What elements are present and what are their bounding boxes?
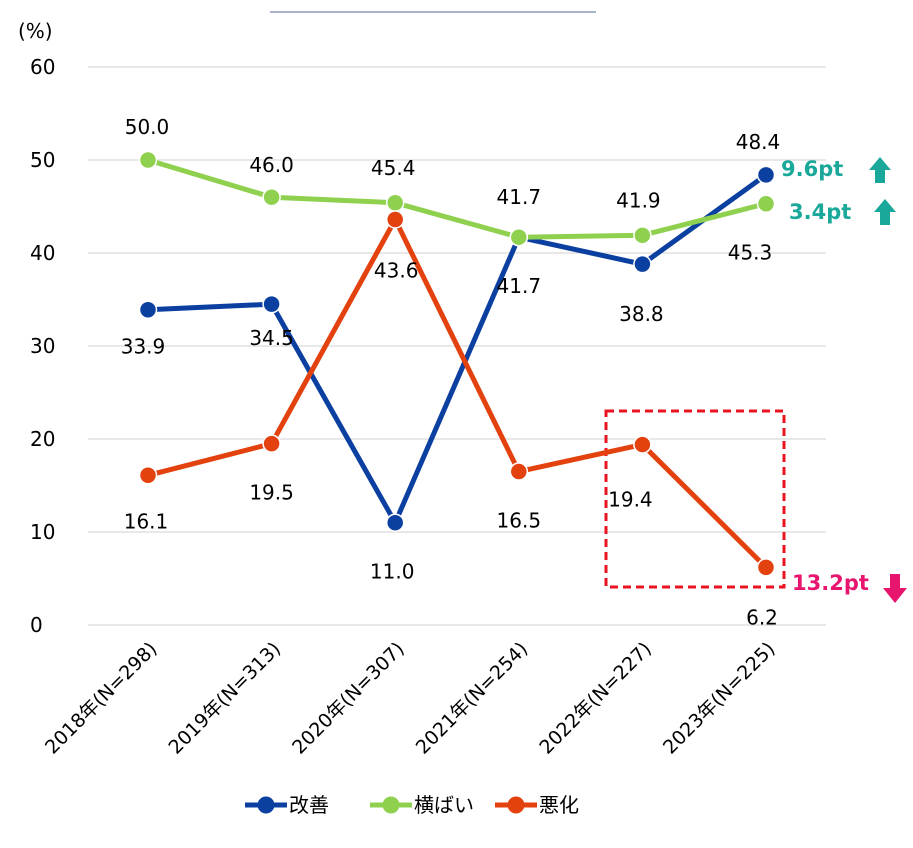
data-point bbox=[756, 558, 776, 577]
data-point bbox=[633, 254, 652, 274]
data-label: 48.4 bbox=[736, 130, 781, 154]
annotation-label: 9.6pt bbox=[781, 157, 843, 181]
data-point bbox=[509, 227, 529, 247]
data-point bbox=[756, 194, 776, 213]
data-point bbox=[262, 294, 281, 314]
data-label: 41.9 bbox=[616, 188, 661, 212]
annotations: 9.6pt 3.4pt 13.2pt bbox=[781, 157, 907, 603]
legend-label: 横ばい bbox=[414, 793, 474, 817]
data-label: 19.4 bbox=[608, 488, 653, 512]
data-point bbox=[262, 187, 281, 207]
data-point bbox=[138, 466, 158, 485]
legend-marker bbox=[507, 796, 525, 814]
y-axis-label: (%) bbox=[18, 19, 53, 43]
arrow-up-icon bbox=[874, 199, 896, 225]
data-label: 43.6 bbox=[374, 259, 419, 283]
data-label: 45.3 bbox=[728, 241, 773, 265]
data-label: 38.8 bbox=[619, 302, 664, 326]
x-tick-label: 2019年(N=313) bbox=[165, 638, 286, 759]
y-tick-label: 60 bbox=[30, 55, 55, 79]
data-point bbox=[262, 434, 281, 453]
data-point bbox=[138, 300, 158, 319]
data-label: 19.5 bbox=[249, 481, 294, 505]
x-tick-label: 2018年(N=298) bbox=[41, 638, 162, 759]
data-point bbox=[633, 435, 652, 454]
data-point bbox=[385, 193, 405, 213]
y-tick-label: 20 bbox=[30, 427, 55, 451]
legend-marker bbox=[257, 796, 275, 814]
y-tick-label: 30 bbox=[30, 334, 55, 358]
data-label: 33.9 bbox=[121, 335, 166, 359]
series-points bbox=[138, 150, 776, 577]
data-label: 16.1 bbox=[124, 509, 169, 533]
data-label: 34.5 bbox=[249, 326, 294, 350]
data-label: 45.4 bbox=[371, 156, 416, 180]
legend: 改善 横ばい 悪化 bbox=[245, 793, 579, 817]
y-tick-label: 10 bbox=[30, 520, 55, 544]
data-label: 11.0 bbox=[370, 560, 415, 584]
data-label: 16.5 bbox=[497, 509, 542, 533]
legend-marker bbox=[382, 796, 400, 814]
arrow-down-icon bbox=[883, 574, 907, 603]
arrow-up-icon bbox=[869, 157, 891, 183]
y-tick-label: 40 bbox=[30, 241, 55, 265]
data-labels: 33.9 34.5 11.0 41.7 38.8 48.4 50.0 46.0 45.4 41.7… bbox=[121, 115, 781, 629]
data-point bbox=[633, 226, 652, 245]
series-line bbox=[145, 157, 769, 240]
data-point bbox=[756, 165, 776, 185]
x-tick-label: 2022年(N=227) bbox=[535, 638, 656, 759]
annotation-label: 3.4pt bbox=[789, 200, 851, 224]
data-point bbox=[385, 513, 405, 532]
x-tick-label: 2023年(N=225) bbox=[659, 638, 780, 759]
highlight-box bbox=[604, 409, 786, 589]
legend-label: 改善 bbox=[289, 793, 329, 817]
y-tick-label: 50 bbox=[30, 148, 55, 172]
data-point bbox=[509, 462, 529, 481]
data-label: 46.0 bbox=[249, 153, 294, 177]
data-label: 6.2 bbox=[746, 605, 778, 629]
data-point bbox=[138, 150, 158, 170]
x-tick-label: 2020年(N=307) bbox=[288, 638, 409, 759]
y-tick-labels: 0 10 20 30 40 50 60 bbox=[30, 55, 55, 637]
data-label: 41.7 bbox=[497, 185, 542, 209]
legend-label: 悪化 bbox=[539, 793, 579, 817]
x-tick-label: 2021年(N=254) bbox=[412, 638, 533, 759]
x-tick-labels: 2018年(N=298) 2019年(N=313) 2020年(N=307) 2021… bbox=[41, 638, 780, 759]
series-lines bbox=[145, 157, 769, 570]
data-point bbox=[385, 210, 405, 229]
series-line bbox=[145, 217, 769, 570]
data-label: 41.7 bbox=[497, 274, 542, 298]
series-line bbox=[145, 172, 769, 526]
data-label: 50.0 bbox=[125, 115, 170, 139]
y-tick-label: 0 bbox=[30, 613, 43, 637]
annotation-label: 13.2pt bbox=[792, 571, 869, 595]
